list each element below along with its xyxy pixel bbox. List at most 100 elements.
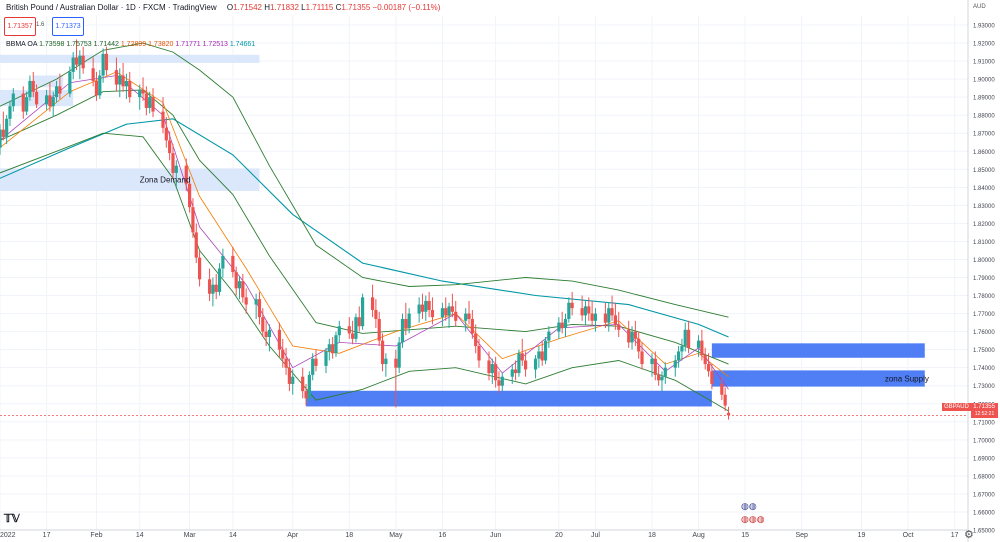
candle-body	[726, 412, 731, 416]
candle-body	[533, 358, 538, 370]
economic-events-flag-icon[interactable]: ◍◍	[741, 501, 757, 511]
bb-lower-line	[0, 132, 729, 412]
candle-body	[514, 369, 518, 374]
y-tick-label: 1.92000	[973, 42, 995, 48]
candle-body	[118, 75, 122, 85]
candle-body	[497, 380, 501, 386]
candle-body	[291, 376, 295, 384]
candle-body	[184, 165, 188, 184]
candle-body	[78, 55, 82, 65]
candle-body	[357, 317, 361, 327]
candle-body	[703, 355, 707, 365]
candle-body	[543, 340, 548, 361]
candle-body	[101, 53, 105, 76]
candle-body	[151, 97, 155, 112]
candle-body	[474, 333, 478, 347]
y-tick-label: 1.79000	[973, 276, 995, 282]
candle-body	[487, 360, 491, 374]
candle-body	[314, 358, 318, 366]
y-tick-label: 1.81000	[973, 240, 995, 246]
y-tick-label: 1.93000	[973, 24, 995, 30]
buy-button[interactable]: 1.71373	[52, 17, 84, 36]
candle-body	[241, 281, 245, 298]
candle-body	[354, 317, 358, 339]
candle-body	[191, 207, 195, 233]
ema-line	[0, 118, 729, 338]
candle-body	[221, 255, 225, 269]
zone-rect	[306, 390, 712, 407]
y-tick-label: 1.90000	[973, 78, 995, 84]
y-tick-label: 1.69000	[973, 456, 995, 462]
candle-body	[394, 358, 398, 368]
candle-body	[407, 313, 411, 329]
chart-title-row: British Pound / Australian Dollar · 1D ·…	[6, 3, 440, 12]
candle-body	[640, 351, 644, 365]
candle-body	[98, 75, 102, 96]
y-tick-label: 1.88000	[973, 114, 995, 120]
candle-body	[5, 118, 9, 137]
y-tick-label: 1.66000	[973, 510, 995, 516]
symbol-title[interactable]: British Pound / Australian Dollar · 1D ·…	[6, 3, 217, 12]
candle-body	[470, 318, 474, 334]
x-tick-label: 20	[555, 532, 563, 539]
candle-body	[231, 255, 235, 273]
x-tick-label: 18	[648, 532, 656, 539]
candle-body	[424, 300, 428, 312]
candle-body	[427, 300, 431, 310]
candle-body	[607, 308, 611, 323]
candle-body	[337, 326, 341, 336]
candle-body	[444, 308, 448, 316]
candle-body	[334, 335, 338, 354]
candle-body	[25, 97, 29, 112]
candle-body	[637, 338, 641, 352]
candle-body	[420, 304, 425, 312]
candle-body	[138, 89, 142, 98]
candle-body	[81, 55, 85, 69]
candle-body	[617, 324, 621, 330]
y-tick-label: 1.67000	[973, 492, 995, 498]
candle-body	[657, 374, 661, 381]
y-tick-label: 1.65000	[973, 529, 995, 535]
candle-body	[351, 333, 355, 339]
sell-button[interactable]: 1.71357	[4, 17, 36, 36]
y-tick-label: 1.80000	[973, 258, 995, 264]
bb-upper-line	[0, 42, 729, 318]
y-tick-label: 1.78000	[973, 294, 995, 300]
candle-body	[590, 313, 594, 321]
y-tick-label: 1.91000	[973, 60, 995, 66]
x-tick-label: Jul	[591, 532, 600, 539]
candle-body	[161, 111, 165, 128]
candle-body	[450, 306, 454, 312]
economic-events-alert-icon[interactable]: ◍◍◍	[741, 514, 765, 524]
candle-body	[464, 313, 468, 321]
candle-body	[583, 306, 588, 316]
last-price-label: 1.71355	[973, 404, 995, 410]
candle-body	[710, 371, 714, 384]
candle-body	[706, 364, 711, 372]
x-tick-label: Oct	[903, 532, 914, 539]
candle-body	[124, 80, 129, 87]
candle-body	[34, 91, 39, 105]
candle-body	[660, 376, 664, 381]
x-tick-label: Mar	[184, 532, 197, 539]
candle-body	[454, 311, 458, 321]
candle-body	[557, 322, 561, 332]
candle-body	[307, 374, 311, 399]
candle-body	[21, 93, 25, 112]
tradingview-logo-icon[interactable]: 𝕋𝕍	[4, 513, 20, 525]
ohlc-readout: O1.71542 H1.71832 L1.71115 C1.71355 −0.0…	[226, 3, 441, 12]
candle-body	[517, 353, 521, 374]
candle-body	[11, 93, 15, 107]
indicator-value: 1.74661	[227, 41, 256, 48]
candle-body	[207, 279, 212, 294]
x-tick-label: 15	[741, 532, 749, 539]
candle-body	[683, 329, 687, 347]
zone-rect	[0, 54, 260, 63]
candle-body	[500, 376, 504, 386]
x-tick-label: Apr	[287, 532, 299, 539]
settings-gear-icon[interactable]: ⚙	[964, 529, 974, 541]
candle-body	[287, 367, 292, 384]
indicator-legend[interactable]: BBMA OA 1.73598 1.75753 1.71442 1.72899 …	[6, 41, 256, 48]
